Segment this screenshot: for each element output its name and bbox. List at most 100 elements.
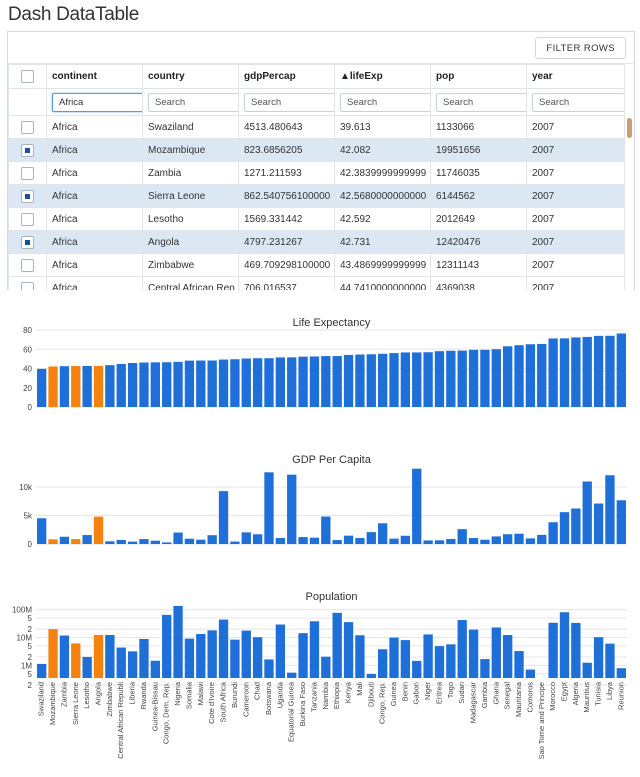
cell-pop[interactable]: 19951656	[430, 138, 527, 162]
table-row[interactable]: Africa Swaziland 4513.480643 39.613 1133066 2…	[8, 115, 625, 139]
bar-ghana[interactable]	[491, 536, 501, 544]
bar-malawi[interactable]	[196, 360, 206, 407]
bar-congo-dem-rep[interactable]	[162, 542, 172, 544]
bar-namibia[interactable]	[321, 356, 331, 407]
bar-eritrea[interactable]	[434, 351, 445, 407]
bar-kenya[interactable]	[343, 354, 354, 407]
bar-burkina-faso[interactable]	[298, 356, 308, 407]
filter-input-continent[interactable]	[52, 92, 142, 112]
row-select-cell[interactable]	[8, 138, 47, 162]
filter-rows-button[interactable]: FILTER ROWS	[535, 37, 626, 59]
cell-country[interactable]: Angola	[142, 230, 239, 254]
row-select-cell[interactable]	[8, 184, 47, 208]
bar-comoros[interactable]	[525, 538, 536, 544]
bar-niger[interactable]	[423, 634, 433, 678]
cell-country[interactable]: Lesotho	[142, 207, 239, 231]
cell-pop[interactable]: 4369038	[430, 276, 527, 290]
bar-chad[interactable]	[252, 534, 263, 544]
row-select-checkbox[interactable]	[21, 281, 34, 290]
bar-congo-dem-rep[interactable]	[162, 362, 172, 407]
cell-year[interactable]: 2007	[526, 161, 625, 185]
bar-lesotho[interactable]	[82, 535, 92, 544]
cell-year[interactable]: 2007	[526, 184, 625, 208]
cell-lifeexp[interactable]: 43.4869999999999	[334, 253, 431, 277]
bar-senegal[interactable]	[503, 635, 513, 678]
column-header-continent[interactable]: continent	[46, 64, 143, 89]
cell-continent[interactable]: Africa	[46, 207, 143, 231]
column-header-gdppercap[interactable]: gdpPercap	[238, 64, 335, 89]
cell-year[interactable]: 2007	[526, 253, 625, 277]
bar-ethiopia[interactable]	[332, 540, 342, 544]
column-header-year[interactable]: year	[526, 64, 625, 89]
bar-benin[interactable]	[400, 640, 411, 678]
bar-guinea-bissau[interactable]	[150, 540, 160, 544]
bar-eritrea[interactable]	[434, 646, 445, 678]
bar-djibouti[interactable]	[366, 673, 376, 678]
table-row[interactable]: Africa Zambia 1271.211593 42.3839999999999 1…	[8, 161, 625, 185]
bar-angola[interactable]	[93, 634, 104, 678]
bar-reunion[interactable]	[616, 668, 626, 678]
bar-ethiopia[interactable]	[332, 612, 342, 678]
bar-gambia[interactable]	[480, 659, 490, 678]
row-select-checkbox[interactable]	[21, 189, 34, 203]
bar-egypt[interactable]	[559, 338, 570, 407]
bar-togo[interactable]	[446, 644, 456, 678]
cell-country[interactable]: Central African Rep	[142, 276, 239, 290]
bar-madagascar[interactable]	[468, 629, 479, 678]
bar-togo[interactable]	[446, 538, 456, 544]
bar-tunisia[interactable]	[593, 503, 604, 544]
table-row[interactable]: Africa Zimbabwe 469.709298100000 43.4869999…	[8, 253, 625, 277]
bar-libya[interactable]	[605, 335, 615, 407]
bar-mozambique[interactable]	[48, 366, 58, 407]
bar-ghana[interactable]	[491, 627, 501, 678]
bar-cameroon[interactable]	[241, 358, 251, 407]
row-select-cell[interactable]	[8, 253, 47, 277]
bar-egypt[interactable]	[559, 612, 570, 678]
cell-country[interactable]: Mozambique	[142, 138, 239, 162]
bar-sudan[interactable]	[457, 620, 467, 678]
bar-sierra-leone[interactable]	[71, 539, 81, 544]
bar-central-african-republic[interactable]	[116, 539, 126, 544]
bar-swaziland[interactable]	[37, 368, 47, 407]
column-header-country[interactable]: country	[142, 64, 239, 89]
filter-input-lifeexp[interactable]	[340, 92, 430, 112]
bar-angola[interactable]	[93, 365, 104, 407]
bar-namibia[interactable]	[321, 516, 331, 544]
bar-guinea[interactable]	[389, 637, 399, 678]
row-select-checkbox[interactable]	[21, 212, 34, 226]
bar-togo[interactable]	[446, 350, 456, 407]
select-all-checkbox[interactable]	[21, 70, 34, 83]
cell-pop[interactable]: 1133066	[430, 115, 527, 139]
bar-eritrea[interactable]	[434, 540, 445, 544]
row-select-cell[interactable]	[8, 276, 47, 290]
bar-rwanda[interactable]	[139, 638, 149, 678]
bar-reunion[interactable]	[616, 333, 626, 407]
bar-egypt[interactable]	[559, 512, 570, 544]
bar-ethiopia[interactable]	[332, 356, 342, 407]
bar-mali[interactable]	[355, 538, 365, 544]
cell-continent[interactable]: Africa	[46, 138, 143, 162]
cell-lifeexp[interactable]: 42.082	[334, 138, 431, 162]
bar-mali[interactable]	[355, 354, 365, 407]
bar-congo-rep[interactable]	[377, 523, 388, 544]
cell-country[interactable]: Swaziland	[142, 115, 239, 139]
bar-liberia[interactable]	[127, 651, 138, 678]
bar-cote-d-ivoire[interactable]	[207, 630, 217, 678]
bar-nigeria[interactable]	[173, 361, 183, 407]
bar-sierra-leone[interactable]	[71, 365, 81, 407]
bar-central-african-republic[interactable]	[116, 363, 126, 407]
bar-burkina-faso[interactable]	[298, 537, 308, 544]
row-select-checkbox[interactable]	[21, 258, 34, 272]
bar-djibouti[interactable]	[366, 532, 376, 544]
bar-senegal[interactable]	[503, 346, 513, 407]
cell-year[interactable]: 2007	[526, 138, 625, 162]
cell-continent[interactable]: Africa	[46, 276, 143, 290]
bar-gambia[interactable]	[480, 349, 490, 407]
cell-gdppercap[interactable]: 862.540756100000	[238, 184, 335, 208]
bar-libya[interactable]	[605, 643, 615, 678]
bar-gambia[interactable]	[480, 539, 490, 544]
bar-namibia[interactable]	[321, 656, 331, 678]
bar-congo-rep[interactable]	[377, 649, 388, 678]
bar-equatorial-guinea[interactable]	[287, 672, 297, 678]
bar-equatorial-guinea[interactable]	[287, 474, 297, 544]
